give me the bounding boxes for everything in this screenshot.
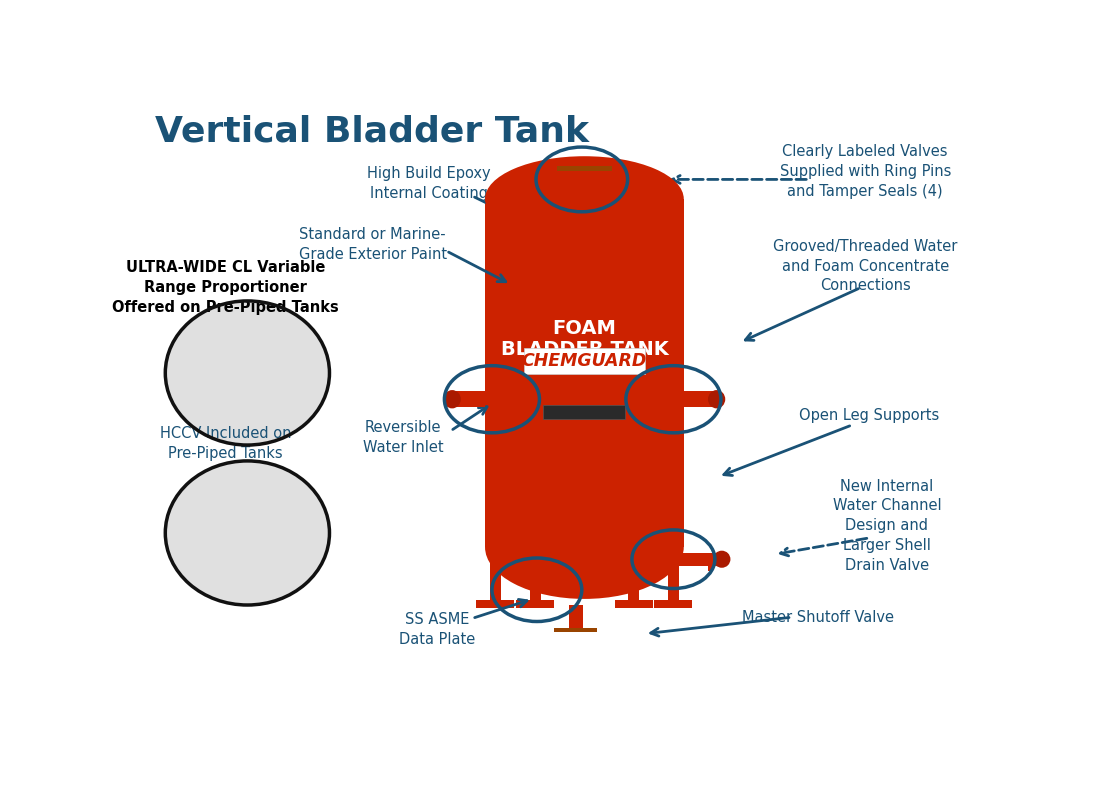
Bar bbox=[489, 550, 501, 602]
Bar bbox=[683, 391, 717, 407]
Text: FOAM: FOAM bbox=[552, 319, 617, 338]
Text: SS ASME
Data Plate: SS ASME Data Plate bbox=[399, 612, 476, 647]
Bar bbox=[569, 168, 600, 202]
Ellipse shape bbox=[561, 162, 608, 175]
Bar bbox=[556, 166, 612, 170]
Bar bbox=[607, 181, 617, 202]
Text: Vertical Bladder Tank: Vertical Bladder Tank bbox=[155, 115, 589, 149]
Bar bbox=[453, 391, 485, 407]
Text: ULTRA-WIDE CL Variable
Range Proportioner
Offered on Pre-Piped Tanks: ULTRA-WIDE CL Variable Range Proportione… bbox=[113, 260, 339, 315]
Bar bbox=[668, 550, 679, 602]
Bar bbox=[516, 600, 554, 608]
Bar bbox=[708, 559, 712, 572]
Bar bbox=[679, 553, 723, 566]
Text: Master Shutoff Valve: Master Shutoff Valve bbox=[741, 610, 894, 625]
Bar bbox=[476, 600, 514, 608]
Text: New Internal
Water Channel
Design and
Larger Shell
Drain Valve: New Internal Water Channel Design and La… bbox=[833, 478, 941, 573]
Ellipse shape bbox=[485, 495, 683, 599]
Ellipse shape bbox=[603, 178, 619, 184]
Bar bbox=[628, 550, 639, 602]
Text: Reversible
Water Inlet: Reversible Water Inlet bbox=[362, 419, 444, 454]
Text: CHEMGUARD: CHEMGUARD bbox=[522, 352, 647, 370]
Bar bbox=[543, 405, 626, 419]
Text: Standard or Marine-
Grade Exterior Paint: Standard or Marine- Grade Exterior Paint bbox=[299, 228, 447, 262]
Ellipse shape bbox=[708, 390, 725, 408]
Bar bbox=[524, 348, 644, 374]
Ellipse shape bbox=[165, 461, 330, 605]
Bar bbox=[530, 550, 541, 602]
Text: HCCV Included on
Pre-Piped Tanks: HCCV Included on Pre-Piped Tanks bbox=[161, 426, 291, 461]
Bar bbox=[614, 600, 652, 608]
Bar bbox=[655, 600, 692, 608]
Ellipse shape bbox=[444, 390, 460, 408]
Text: BLADDER TANK: BLADDER TANK bbox=[501, 340, 668, 359]
Bar bbox=[485, 199, 683, 547]
Text: High Build Epoxy
Internal Coating: High Build Epoxy Internal Coating bbox=[367, 167, 491, 201]
Text: Clearly Labeled Valves
Supplied with Ring Pins
and Tamper Seals (4): Clearly Labeled Valves Supplied with Rin… bbox=[779, 144, 951, 199]
Ellipse shape bbox=[485, 156, 683, 242]
Bar bbox=[554, 627, 598, 633]
Ellipse shape bbox=[714, 550, 730, 568]
Ellipse shape bbox=[165, 301, 330, 445]
Text: Open Leg Supports: Open Leg Supports bbox=[799, 408, 940, 423]
Text: Grooved/Threaded Water
and Foam Concentrate
Connections: Grooved/Threaded Water and Foam Concentr… bbox=[773, 239, 958, 293]
Bar bbox=[569, 605, 583, 630]
